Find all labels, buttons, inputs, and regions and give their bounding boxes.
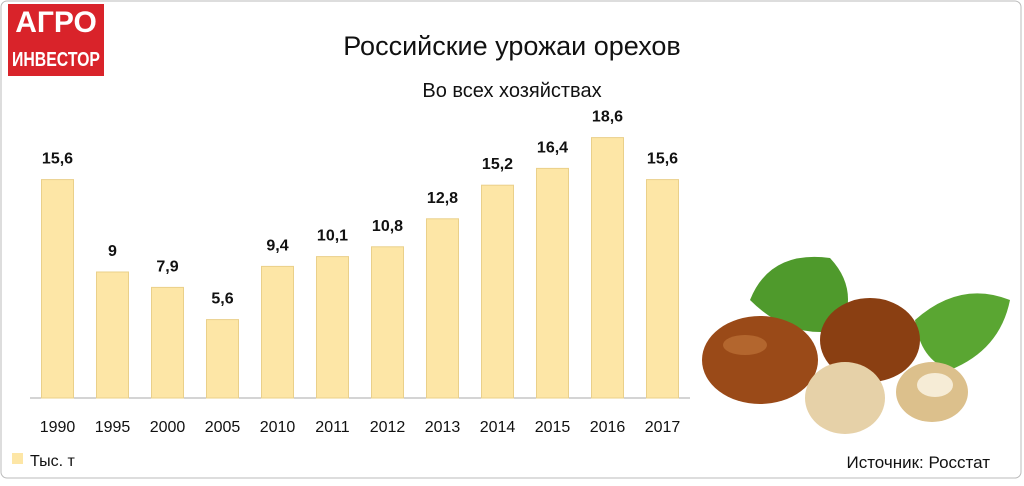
bar xyxy=(371,246,404,399)
nuts-illustration xyxy=(702,256,1010,434)
bar xyxy=(646,179,679,399)
value-label: 15,6 xyxy=(42,151,73,168)
value-label: 12,8 xyxy=(427,190,458,207)
bar xyxy=(426,218,459,399)
value-label: 10,8 xyxy=(372,218,403,235)
highlight xyxy=(723,335,767,355)
bar xyxy=(316,256,349,399)
bar xyxy=(41,179,74,399)
x-tick-label: 2017 xyxy=(645,419,681,436)
x-tick-label: 2013 xyxy=(425,419,461,436)
source: Источник: Росстат xyxy=(846,453,990,472)
value-label: 9,4 xyxy=(266,237,288,254)
logo-line1: АГРО xyxy=(15,6,97,39)
x-tick-label: 2014 xyxy=(480,419,516,436)
value-label: 15,6 xyxy=(647,151,678,168)
bar xyxy=(481,184,514,399)
kernel xyxy=(805,362,885,434)
leaf xyxy=(915,293,1010,370)
value-label: 16,4 xyxy=(537,139,568,156)
value-label: 15,2 xyxy=(482,156,513,173)
leaf xyxy=(750,256,848,332)
bar xyxy=(151,286,184,399)
x-tick-label: 2016 xyxy=(590,419,626,436)
x-tick-label: 2000 xyxy=(150,419,186,436)
nut xyxy=(702,316,818,404)
value-label: 10,1 xyxy=(317,228,348,245)
bar xyxy=(261,265,294,399)
x-tick-label: 1990 xyxy=(40,419,76,436)
x-tick-label: 2011 xyxy=(315,419,350,436)
logo-box xyxy=(8,4,104,76)
legend-label: Тыс. т xyxy=(30,453,75,470)
x-tick-label: 2010 xyxy=(260,419,296,436)
bar xyxy=(206,319,239,399)
bar xyxy=(536,167,569,399)
chart-subtitle: Во всех хозяйствах xyxy=(422,80,601,102)
bar xyxy=(96,271,129,399)
x-tick-label: 2005 xyxy=(205,419,241,436)
value-label: 7,9 xyxy=(156,258,178,275)
logo-line2: ИНВЕСТОР xyxy=(12,49,100,71)
legend-swatch xyxy=(12,453,23,464)
x-tick-label: 2012 xyxy=(370,419,406,436)
x-tick-label: 1995 xyxy=(95,419,131,436)
bar xyxy=(591,137,624,399)
nut xyxy=(820,298,920,382)
value-label: 18,6 xyxy=(592,109,623,126)
kernel-inner xyxy=(917,373,953,397)
value-label: 5,6 xyxy=(211,291,233,308)
value-label: 9 xyxy=(108,243,117,260)
x-tick-label: 2015 xyxy=(535,419,571,436)
chart-title: Российские урожаи орехов xyxy=(343,31,681,61)
